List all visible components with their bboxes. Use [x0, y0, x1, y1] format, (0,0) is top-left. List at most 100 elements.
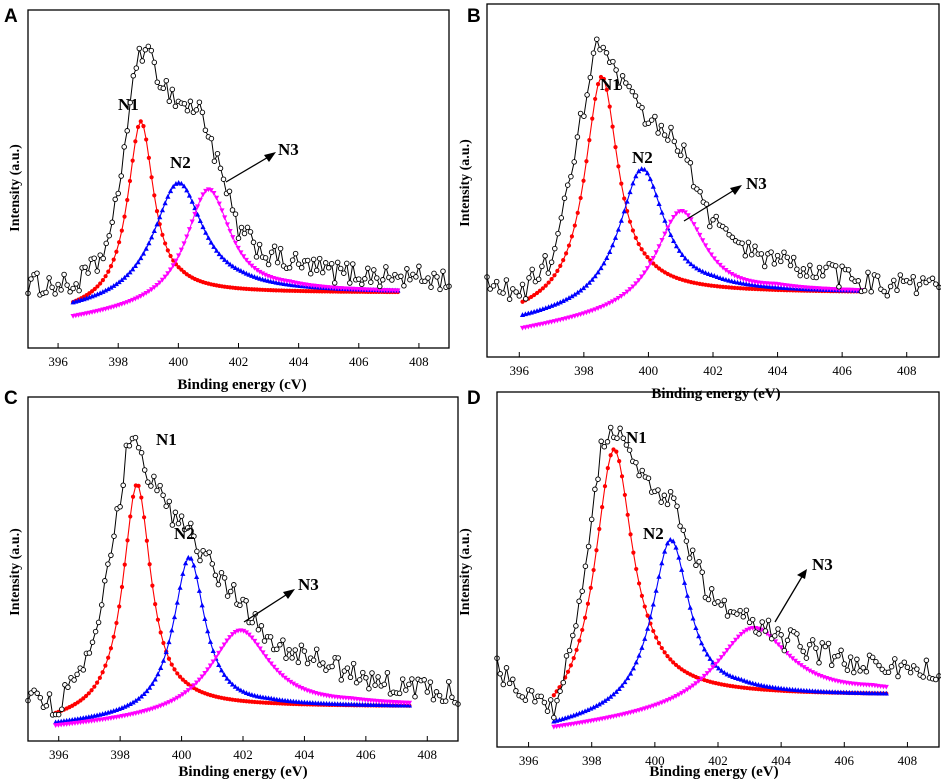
data-point: [701, 673, 708, 679]
data-point: [274, 667, 280, 673]
experimental-point: [304, 660, 311, 667]
x-tick-label: 398: [582, 753, 602, 768]
data-point: [595, 81, 601, 87]
data-point: [160, 702, 167, 708]
data-point: [604, 302, 610, 308]
data-point: [639, 593, 645, 598]
data-point: [561, 258, 566, 263]
data-point: [589, 276, 595, 282]
experimental-point: [869, 654, 876, 661]
data-point: [681, 580, 688, 585]
x-tick-label: 396: [49, 747, 69, 762]
experimental-point: [151, 473, 157, 480]
data-point: [172, 667, 177, 672]
data-point: [243, 270, 249, 276]
data-point: [111, 257, 116, 262]
peak-label-n1: N1: [156, 430, 177, 449]
data-point: [246, 632, 252, 638]
data-point: [114, 249, 119, 254]
experimental-point: [313, 267, 320, 274]
data-point: [143, 290, 149, 296]
data-point: [257, 646, 263, 652]
data-point: [116, 279, 122, 285]
experimental-point: [881, 288, 887, 295]
experimental-point: [493, 278, 500, 285]
experimental-point: [323, 667, 329, 673]
experimental-point: [92, 628, 99, 635]
experimental-point: [861, 287, 868, 294]
data-point: [569, 234, 575, 239]
data-point: [642, 251, 647, 256]
peak-label-n2: N2: [632, 148, 653, 167]
data-point: [191, 562, 197, 568]
data-point: [554, 318, 560, 324]
experimental-point: [892, 656, 898, 662]
data-point: [733, 637, 739, 643]
data-point: [594, 548, 599, 553]
experimental-point: [102, 578, 108, 584]
experimental-point: [59, 706, 65, 712]
experimental-point: [231, 582, 237, 588]
data-point: [549, 277, 554, 282]
data-point: [543, 283, 548, 288]
experimental-point: [436, 692, 443, 699]
data-point: [586, 279, 592, 285]
data-point: [633, 173, 639, 179]
series-experimental: [25, 434, 461, 718]
data-point: [612, 235, 619, 240]
data-point: [654, 635, 659, 640]
experimental-point: [552, 245, 558, 252]
data-point: [610, 124, 615, 129]
experimental-point: [188, 520, 194, 527]
experimental-point: [778, 632, 784, 638]
data-point: [157, 214, 163, 220]
experimental-point: [857, 668, 863, 674]
experimental-point: [313, 646, 320, 652]
experimental-point: [67, 289, 73, 295]
data-point: [812, 671, 818, 677]
experimental-point: [756, 631, 762, 637]
experimental-point: [277, 245, 284, 252]
data-point: [546, 280, 551, 285]
data-point: [210, 648, 216, 653]
data-point: [625, 512, 630, 517]
data-point: [673, 211, 680, 217]
experimental-point: [368, 279, 374, 285]
experimental-point: [598, 438, 604, 445]
experimental-point: [819, 640, 825, 646]
data-point: [733, 675, 739, 680]
experimental-point: [933, 676, 939, 683]
data-point: [627, 287, 633, 292]
experimental-point: [154, 487, 160, 494]
experimental-point: [214, 150, 221, 157]
experimental-point: [749, 616, 756, 623]
data-point: [583, 282, 590, 288]
data-point: [200, 224, 206, 230]
panel-b: B Intensity (a.u.) 396 398 400 402 404 406 408…: [458, 3, 941, 402]
data-point: [117, 604, 122, 609]
peak-label-n3: N3: [812, 555, 833, 574]
data-point: [727, 672, 733, 678]
x-tick-label: 404: [771, 753, 791, 768]
data-point: [548, 319, 555, 325]
data-point: [633, 708, 639, 714]
experimental-point: [377, 283, 383, 290]
data-point: [551, 301, 558, 307]
data-point: [132, 263, 138, 268]
experimental-point: [172, 103, 179, 110]
data-point: [726, 270, 732, 275]
data-point: [622, 679, 628, 685]
data-point: [95, 680, 100, 685]
data-point: [207, 639, 214, 644]
experimental-point: [807, 262, 813, 269]
data-point: [543, 321, 549, 326]
x-tick-label: 396: [48, 354, 68, 369]
data-point: [578, 287, 584, 293]
data-point: [697, 232, 703, 238]
data-point: [724, 671, 730, 677]
data-point: [679, 690, 685, 696]
data-point: [135, 259, 141, 265]
experimental-point: [145, 479, 151, 485]
annotation-arrow: [243, 592, 290, 623]
data-point: [230, 235, 236, 240]
